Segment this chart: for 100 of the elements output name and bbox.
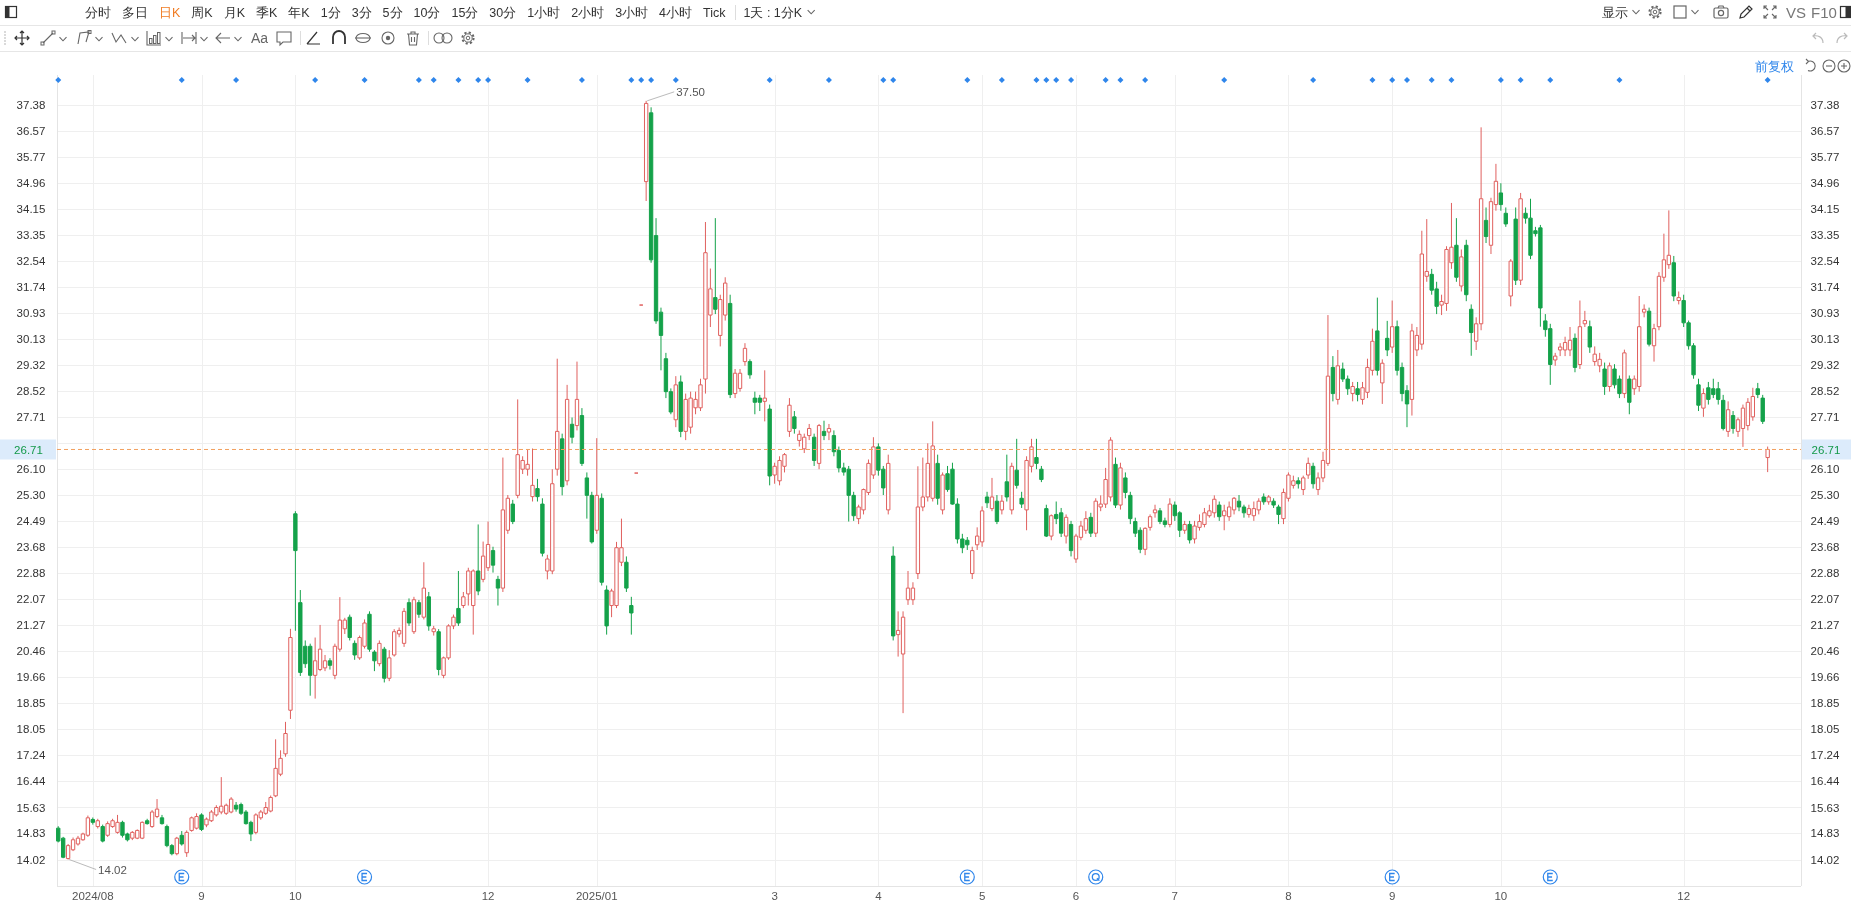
candlestick [387, 649, 392, 682]
candlestick [144, 818, 150, 826]
candlestick [1063, 513, 1069, 545]
candlestick [940, 471, 945, 515]
candlestick [416, 599, 422, 619]
candlestick [1622, 349, 1627, 399]
candlestick [1182, 520, 1187, 535]
y-tick-label: 16.44 [16, 775, 46, 788]
y-tick-label: 36.57 [16, 124, 46, 137]
candlestick [816, 423, 822, 470]
candlestick [1454, 217, 1459, 283]
y-tick-label: 23.68 [16, 541, 46, 554]
candlestick [352, 639, 357, 661]
y2-tick-label: 30.13 [1810, 333, 1840, 345]
candlestick [1483, 206, 1489, 244]
candlestick [1389, 300, 1395, 354]
candlestick [530, 448, 535, 502]
y-tick-label: 22.07 [16, 593, 46, 606]
candlestick [1222, 504, 1227, 531]
candlestick [283, 721, 288, 758]
candlestick [1627, 374, 1632, 415]
candlestick [372, 649, 377, 672]
candlestick [1271, 497, 1276, 509]
text: 1分 [320, 5, 341, 20]
candlestick [159, 814, 165, 826]
y2-tick-label: 17.24 [1810, 749, 1840, 762]
candlestick [1004, 454, 1009, 502]
text: 1天 : 1分K [743, 5, 803, 20]
candlestick [792, 410, 797, 435]
candlestick [174, 836, 179, 856]
candlestick [327, 657, 333, 671]
candlestick [1498, 182, 1504, 212]
candlestick [678, 374, 683, 438]
y2-tick-label: 26.10 [1810, 463, 1840, 476]
text: 15分 [451, 5, 479, 20]
candlestick [1113, 457, 1118, 509]
candlestick [826, 423, 832, 441]
candlestick [476, 523, 481, 596]
candlestick [1276, 504, 1281, 525]
candlestick [767, 404, 772, 486]
candlestick [253, 812, 259, 835]
y2-tick-label: 37.38 [1810, 98, 1840, 111]
candlestick [1755, 382, 1760, 399]
candlestick [228, 796, 234, 814]
candlestick [1123, 471, 1128, 499]
y2-tick-label: 35.77 [1810, 150, 1840, 163]
candlestick [629, 596, 634, 636]
x-tick-label: 7 [1171, 890, 1178, 903]
candlestick [1651, 323, 1657, 363]
y-tick-label: 25.30 [16, 489, 46, 502]
text: 10分 [413, 5, 441, 20]
candlestick [1602, 362, 1607, 396]
y-tick-label: 24.49 [16, 515, 46, 528]
candlestick [401, 607, 407, 648]
candlestick [540, 497, 545, 557]
y2-tick-label: 20.46 [1810, 645, 1840, 658]
candlestick [900, 610, 906, 714]
text: 年K [288, 5, 311, 20]
candlestick [1760, 394, 1765, 425]
y2-tick-label: 16.44 [1810, 775, 1840, 788]
text: Tick [703, 5, 727, 20]
text: VS [1786, 4, 1807, 21]
candlestick [495, 575, 501, 607]
candlestick [594, 437, 599, 535]
y2-tick-label: 34.96 [1810, 176, 1840, 189]
x-tick-label: 9 [1388, 890, 1396, 903]
y2-tick-label: 14.02 [1810, 853, 1840, 866]
y2-tick-label: 15.63 [1810, 801, 1840, 814]
candlestick [75, 835, 81, 847]
candlestick [811, 433, 817, 467]
candlestick [1014, 438, 1019, 490]
candlestick [1607, 362, 1612, 393]
candlestick [604, 585, 609, 636]
x-tick-label: 12 [481, 890, 495, 903]
candlestick [456, 570, 461, 627]
candlestick [555, 358, 560, 477]
y2-tick-label: 14.83 [1810, 827, 1840, 840]
candlestick [757, 394, 762, 412]
y-tick-label: 18.05 [16, 723, 46, 736]
y2-tick-label: 19.66 [1810, 671, 1840, 684]
text: 1小时 [527, 5, 561, 20]
candlestick [1049, 513, 1054, 541]
text: 显示 [1602, 5, 1628, 20]
y-tick-label: 37.38 [16, 98, 46, 111]
candlestick [1380, 358, 1385, 405]
candlestick [406, 597, 412, 627]
candlestick [1128, 491, 1133, 525]
y-tick-label: 20.46 [16, 645, 46, 658]
candlestick [377, 639, 382, 667]
candlestick [431, 625, 436, 637]
text: F10 [1811, 4, 1837, 21]
y2-tick-label: 30.93 [1810, 307, 1840, 320]
candlestick [886, 454, 891, 515]
candlestick [994, 494, 1000, 525]
candlestick [1335, 349, 1341, 406]
candlestick [1464, 239, 1469, 302]
text: 多日 [122, 5, 148, 20]
y2-tick-label: 28.52 [1810, 385, 1840, 398]
y-tick-label: 21.27 [16, 619, 46, 632]
candlestick [979, 505, 985, 548]
